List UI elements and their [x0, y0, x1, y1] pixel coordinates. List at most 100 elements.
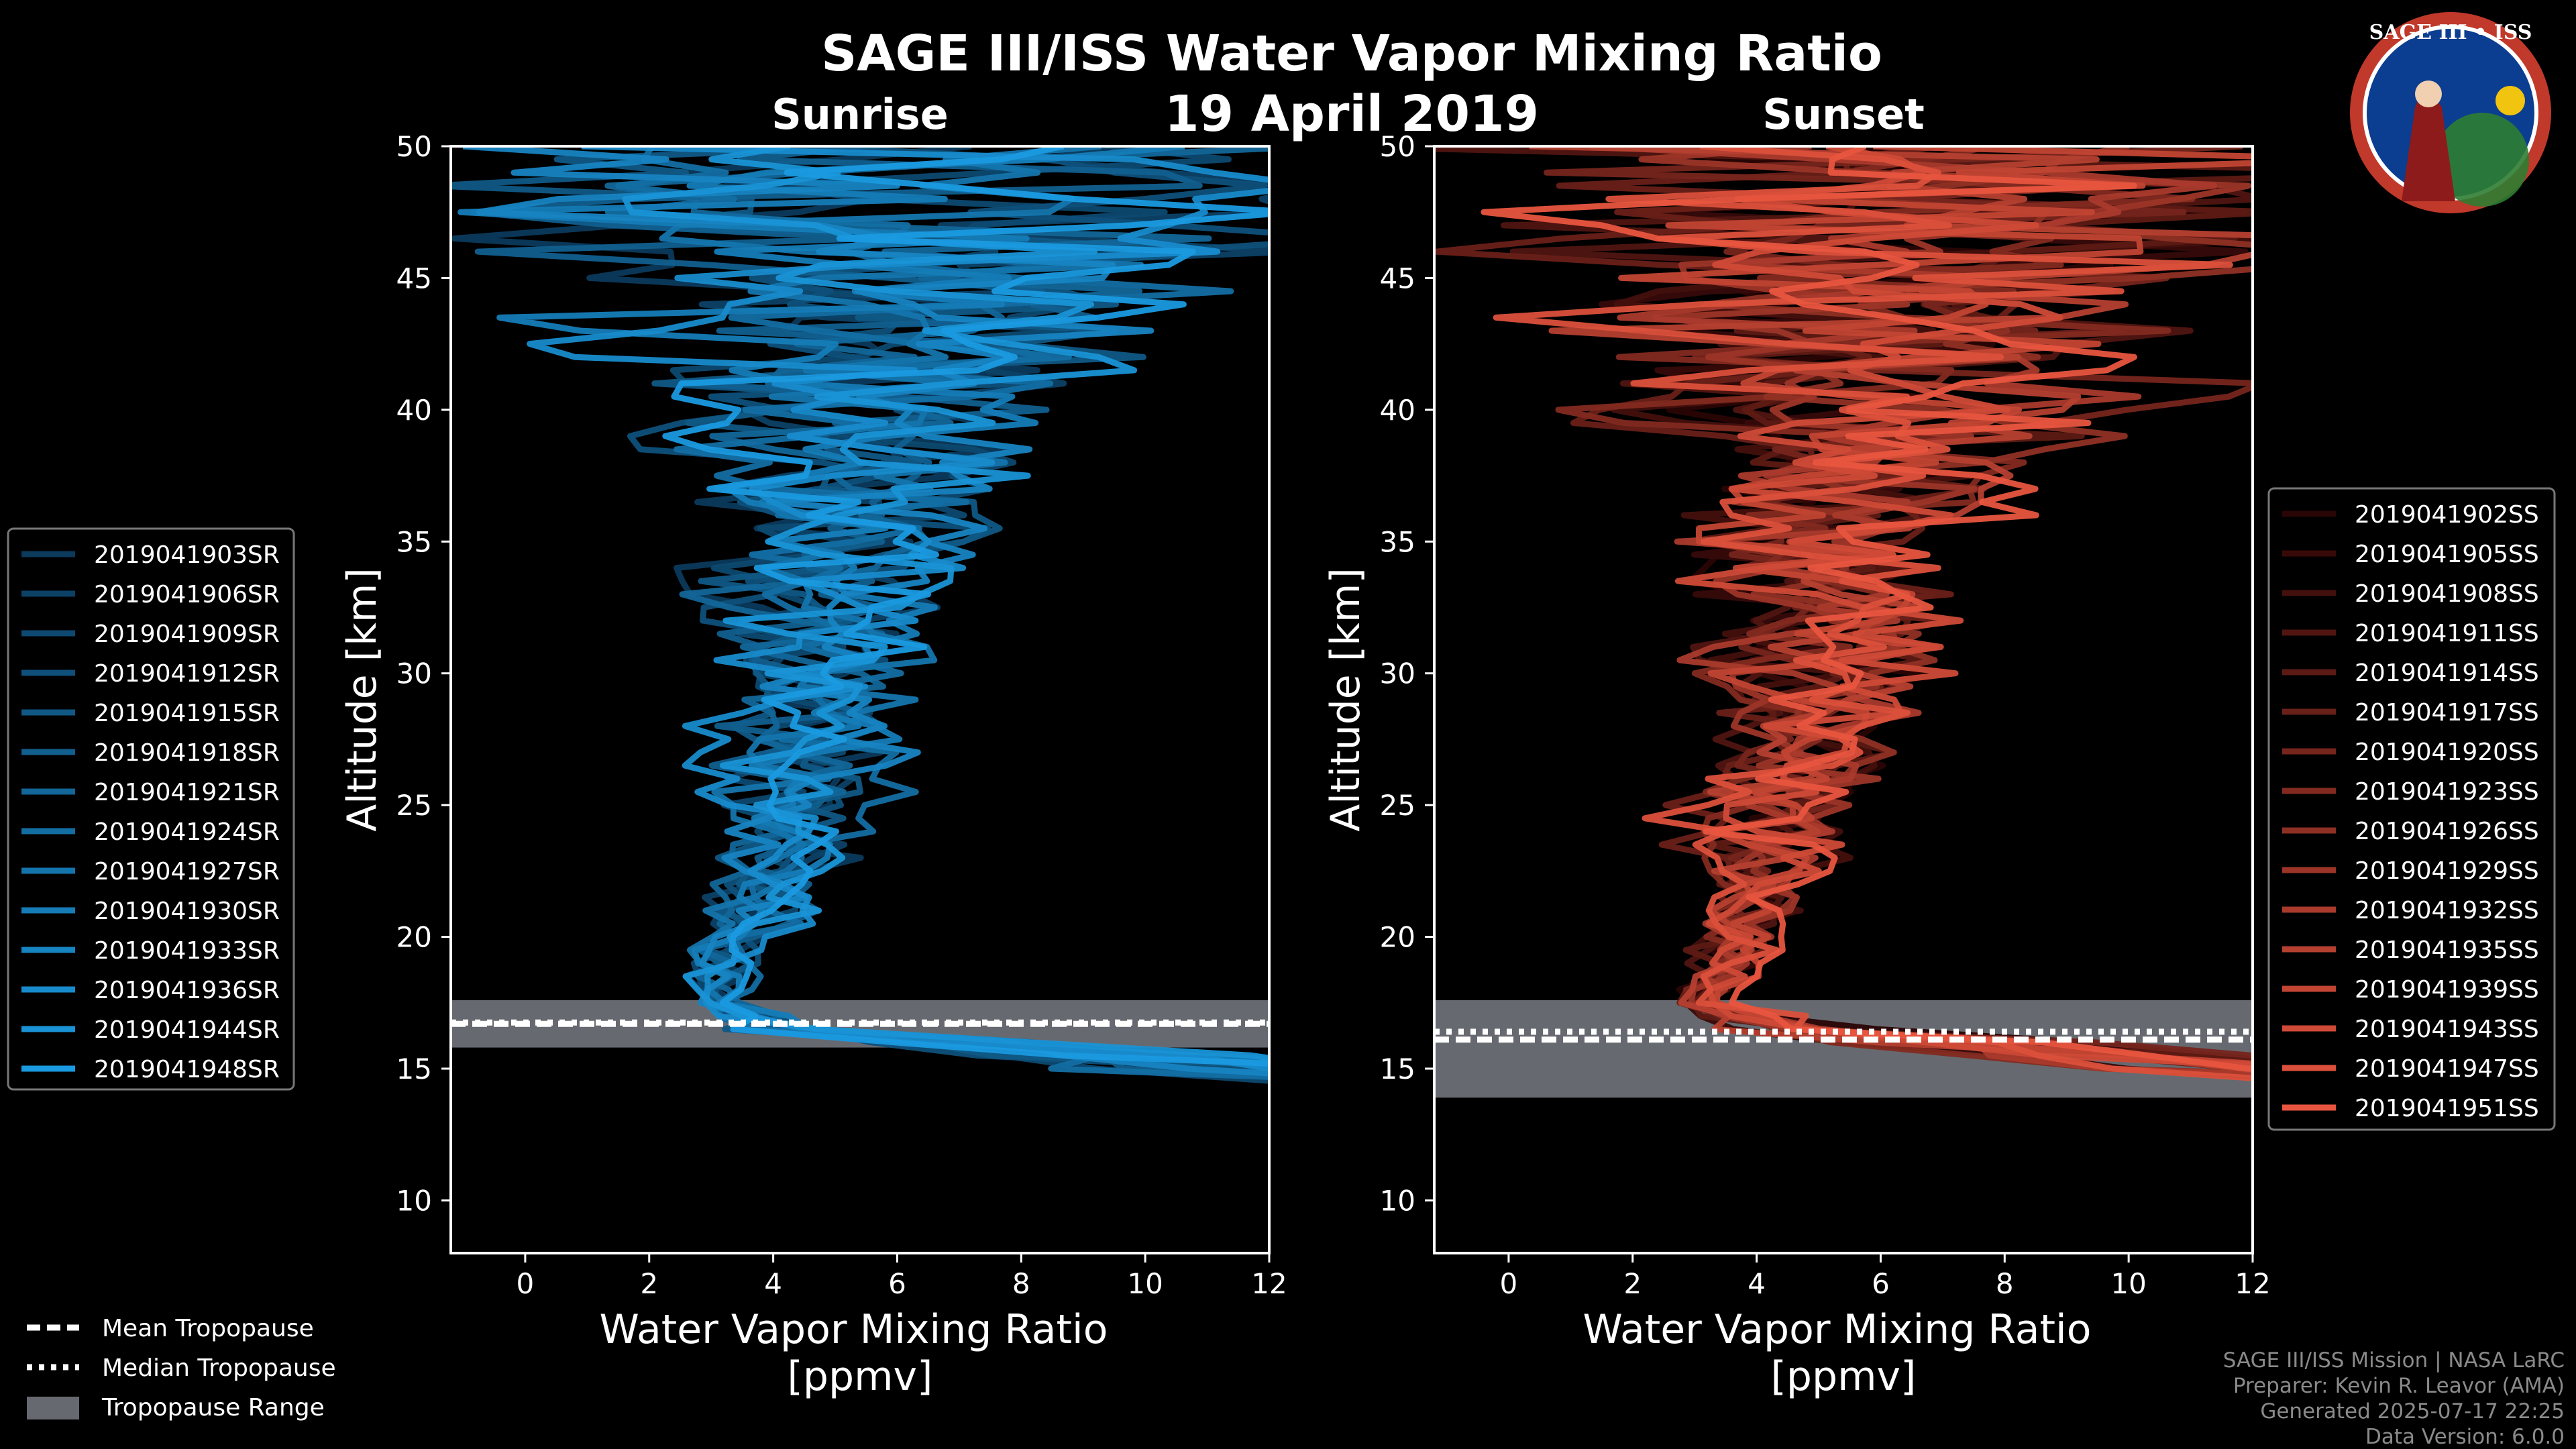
sunrise-y-tick-label: 20	[396, 921, 432, 954]
sunrise-legend-label-2019041936SR: 2019041936SR	[94, 977, 280, 1004]
sunset-y-tick-label: 35	[1380, 525, 1415, 558]
sunset-legend-label-2019041923SS: 2019041923SS	[2355, 778, 2539, 806]
sunset-plot-area	[1434, 146, 2253, 1098]
median-tropopause-label: Median Tropopause	[102, 1354, 336, 1382]
sunset-legend-label-2019041932SS: 2019041932SS	[2355, 897, 2539, 924]
sunrise-x-tick-label: 6	[888, 1267, 906, 1300]
sunset-series-line-2019041951SS	[1481, 146, 2253, 1072]
sunset-legend-label-2019041902SS: 2019041902SS	[2355, 501, 2539, 529]
sunset-legend-label-2019041951SS: 2019041951SS	[2355, 1095, 2539, 1122]
sunrise-y-tick-label: 25	[396, 789, 432, 822]
sunrise-x-tick-label: 4	[764, 1267, 782, 1300]
sunrise-legend-label-2019041924SR: 2019041924SR	[94, 818, 280, 846]
sunset-legend-box	[2267, 487, 2556, 1131]
sunset-legend-label-2019041943SS: 2019041943SS	[2355, 1016, 2539, 1043]
sunset-panel-title: Sunset	[1762, 90, 1925, 139]
sunset-x-tick-label: 2	[1623, 1267, 1642, 1300]
sunrise-series-line-2019041924SR	[604, 146, 1269, 1080]
sunset-panel: Sunset 0 2 4 6 8 10 12 10 15 20 25 30 35 40 45 50 Altit…	[1322, 90, 2271, 1400]
sunrise-legend-label-2019041903SR: 2019041903SR	[94, 541, 280, 569]
logo-sun-icon	[2496, 86, 2525, 115]
sunrise-panel-title: Sunrise	[771, 90, 949, 139]
sunset-x-tick-label: 10	[2110, 1267, 2146, 1300]
sunset-legend-label-2019041920SS: 2019041920SS	[2355, 739, 2539, 766]
sunrise-series-line-2019041948SR	[662, 146, 1269, 1067]
sunrise-y-tick-label: 50	[396, 130, 432, 163]
tropopause-range-swatch	[27, 1397, 79, 1419]
sunset-x-axis-label: Water Vapor Mixing Ratio [ppmv]	[1582, 1306, 2104, 1400]
sunrise-axes-frame	[449, 145, 1271, 1254]
sunrise-y-tick-label: 15	[396, 1053, 432, 1085]
sunrise-legend: 2019041903SR 2019041906SR 2019041909SR 2019…	[7, 527, 295, 1091]
sunset-legend-label-2019041905SS: 2019041905SS	[2355, 541, 2539, 568]
sunrise-y-tick-label: 30	[396, 657, 432, 690]
sunrise-x-tick-label: 2	[640, 1267, 658, 1300]
sunrise-y-tick-label: 40	[396, 394, 432, 427]
sunset-y-tick-label: 50	[1380, 130, 1415, 163]
sunset-x-tick-label: 6	[1872, 1267, 1890, 1300]
mean-tropopause-label: Mean Tropopause	[102, 1315, 314, 1342]
sunrise-series-line-2019041933SR	[462, 146, 1269, 1077]
sunrise-legend-label-2019041915SR: 2019041915SR	[94, 700, 280, 727]
sunrise-y-tick-label: 45	[396, 262, 432, 294]
sunset-x-tick-label: 0	[1500, 1267, 1518, 1300]
credit-preparer: Preparer: Kevin R. Leavor (AMA)	[2233, 1374, 2565, 1398]
logo-sage-figure-icon	[2402, 94, 2455, 201]
sunrise-legend-label-2019041906SR: 2019041906SR	[94, 581, 280, 608]
sunrise-x-axis-label: Water Vapor Mixing Ratio [ppmv]	[599, 1306, 1120, 1400]
sunset-y-tick-label: 45	[1380, 262, 1415, 294]
credit-generated: Generated 2025-07-17 22:25	[2260, 1399, 2565, 1424]
sunrise-legend-label-2019041948SR: 2019041948SR	[94, 1056, 280, 1083]
sunset-y-tick-label: 10	[1380, 1184, 1415, 1217]
sunrise-legend-label-2019041927SR: 2019041927SR	[94, 858, 280, 885]
sunrise-x-axis-label-line1: Water Vapor Mixing Ratio	[599, 1306, 1108, 1353]
sunset-y-tick-label: 15	[1380, 1053, 1415, 1085]
sunrise-series-line-2019041944SR	[622, 146, 1269, 1061]
sunset-legend-label-2019041908SS: 2019041908SS	[2355, 580, 2539, 608]
sunrise-x-tick-label: 0	[517, 1267, 535, 1300]
sunset-x-tick-label: 8	[1996, 1267, 2014, 1300]
logo-text: SAGE III • ISS	[2369, 21, 2532, 44]
sunrise-legend-label-2019041909SR: 2019041909SR	[94, 621, 280, 648]
sunset-x-tick-label: 12	[2235, 1267, 2270, 1300]
sunset-ticks: 0 2 4 6 8 10 12 10 15 20 25 30 35 40 45 50	[1380, 130, 2271, 1300]
sunset-y-tick-label: 30	[1380, 657, 1415, 690]
sunrise-legend-box	[7, 527, 295, 1091]
sunrise-plot-area	[451, 146, 1269, 1084]
sunset-axes-frame	[1433, 145, 2254, 1254]
sage-iss-logo: SAGE III • ISS	[2350, 12, 2551, 213]
sunrise-ticks: 0 2 4 6 8 10 12 10 15 20 25 30 35 40 45 50	[396, 130, 1287, 1300]
sunset-series-line-2019041939SS	[1618, 146, 2253, 1067]
sunset-legend-label-2019041947SS: 2019041947SS	[2355, 1055, 2539, 1083]
sunrise-legend-label-2019041944SR: 2019041944SR	[94, 1016, 280, 1044]
sunset-legend-label-2019041917SS: 2019041917SS	[2355, 699, 2539, 727]
sunrise-panel: Sunrise 0 2 4 6 8 10 12 10 15 20 25 30 35 40 45 50 Alti…	[339, 90, 1287, 1400]
sunrise-legend-label-2019041918SR: 2019041918SR	[94, 739, 280, 767]
sunset-legend: 2019041902SS 2019041905SS 2019041908SS 2019…	[2267, 487, 2556, 1131]
sunset-x-axis-label-line1: Water Vapor Mixing Ratio	[1582, 1306, 2091, 1353]
tropopause-legend: Mean Tropopause Median Tropopause Tropop…	[27, 1315, 336, 1421]
sunset-legend-label-2019041939SS: 2019041939SS	[2355, 976, 2539, 1004]
sunset-x-axis-label-line2: [ppmv]	[1771, 1353, 1917, 1400]
sunset-legend-label-2019041911SS: 2019041911SS	[2355, 620, 2539, 647]
figure-date: 19 April 2019	[1165, 85, 1539, 143]
sunrise-legend-label-2019041912SR: 2019041912SR	[94, 660, 280, 688]
sunrise-x-tick-label: 12	[1251, 1267, 1287, 1300]
sunset-y-axis-label: Altitude [km]	[1322, 568, 1369, 832]
sunset-x-tick-label: 4	[1748, 1267, 1766, 1300]
sunrise-x-tick-label: 10	[1127, 1267, 1163, 1300]
sunrise-y-tick-label: 35	[396, 525, 432, 558]
sunset-legend-label-2019041929SS: 2019041929SS	[2355, 857, 2539, 885]
sunset-y-tick-label: 20	[1380, 921, 1415, 954]
sunset-y-tick-label: 25	[1380, 789, 1415, 822]
credit-data-version: Data Version: 6.0.0	[2365, 1425, 2565, 1449]
sunrise-x-axis-label-line2: [ppmv]	[788, 1353, 933, 1400]
sunset-series-line-2019041947SS	[1493, 146, 2253, 1081]
sunrise-legend-label-2019041930SR: 2019041930SR	[94, 898, 280, 925]
sunset-legend-label-2019041935SS: 2019041935SS	[2355, 936, 2539, 964]
sunrise-x-tick-label: 8	[1012, 1267, 1030, 1300]
tropopause-range-label: Tropopause Range	[101, 1394, 325, 1421]
sunrise-y-axis-label: Altitude [km]	[339, 568, 386, 832]
figure-title: SAGE III/ISS Water Vapor Mixing Ratio	[821, 25, 1882, 83]
